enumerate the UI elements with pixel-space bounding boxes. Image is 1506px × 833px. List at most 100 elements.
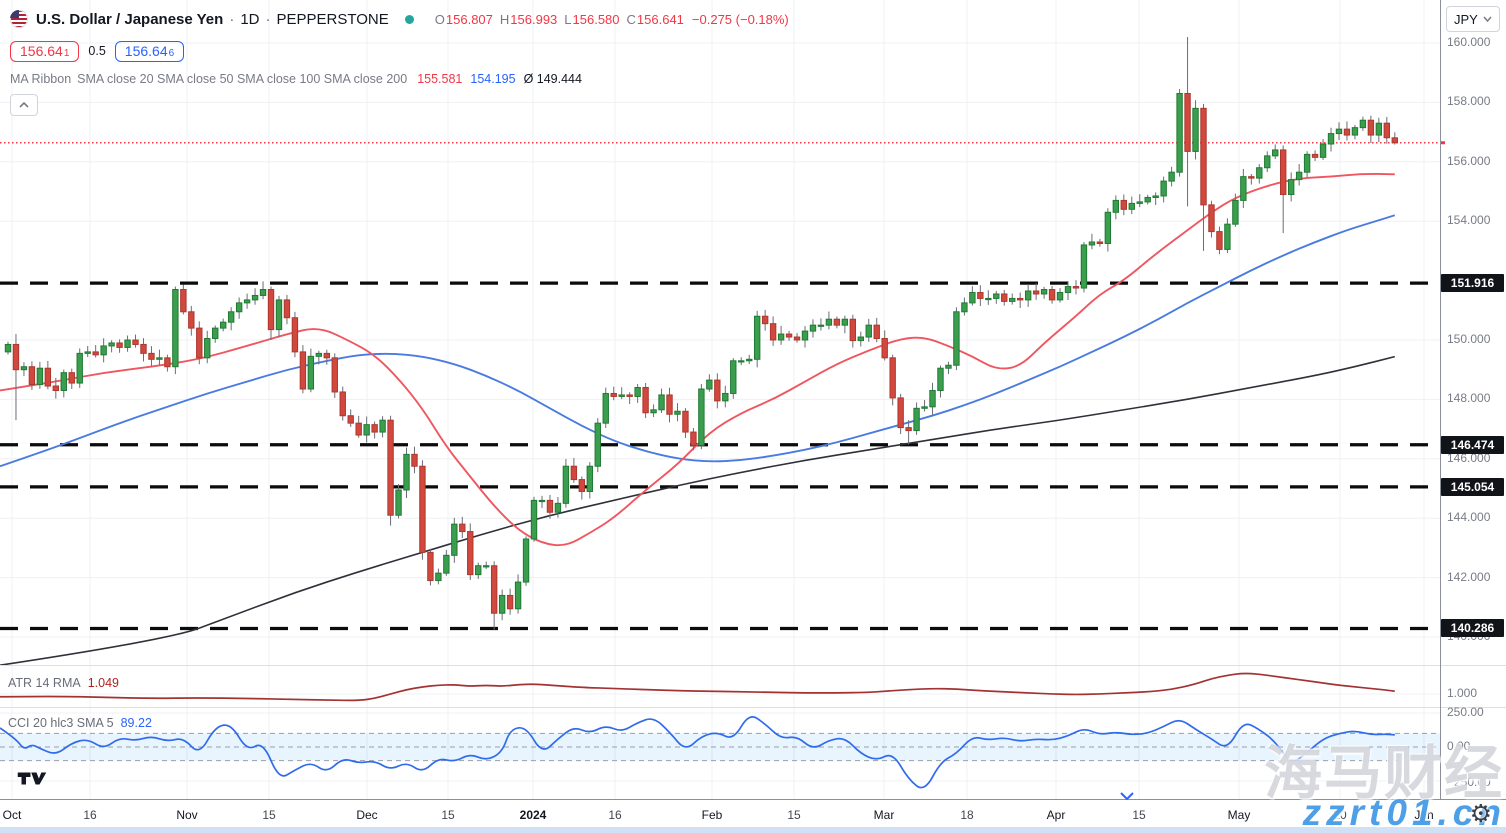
- candle[interactable]: [283, 299, 291, 319]
- candle[interactable]: [1152, 195, 1159, 198]
- candle[interactable]: [1359, 119, 1367, 129]
- candle[interactable]: [28, 366, 36, 386]
- candle[interactable]: [642, 387, 649, 414]
- candle[interactable]: [698, 388, 705, 446]
- candle[interactable]: [435, 572, 442, 582]
- candle[interactable]: [889, 357, 896, 399]
- candle[interactable]: [498, 594, 506, 614]
- candle[interactable]: [259, 289, 267, 296]
- candle[interactable]: [451, 523, 458, 556]
- candle[interactable]: [929, 389, 936, 408]
- candle[interactable]: [52, 385, 60, 391]
- candle[interactable]: [331, 357, 338, 393]
- candle[interactable]: [1256, 167, 1263, 179]
- candle[interactable]: [116, 342, 123, 348]
- candle[interactable]: [4, 343, 12, 353]
- candle[interactable]: [307, 355, 315, 390]
- candle[interactable]: [658, 394, 665, 411]
- candle[interactable]: [1064, 286, 1072, 293]
- candle[interactable]: [1248, 176, 1255, 179]
- candle[interactable]: [618, 394, 625, 397]
- candle[interactable]: [809, 324, 817, 332]
- candle[interactable]: [100, 345, 107, 356]
- candle[interactable]: [1383, 122, 1391, 139]
- candle[interactable]: [514, 581, 522, 610]
- candle[interactable]: [1303, 153, 1311, 173]
- candle[interactable]: [1112, 199, 1120, 213]
- currency-unit-button[interactable]: JPY: [1446, 6, 1500, 32]
- candles-layer[interactable]: [4, 37, 1398, 630]
- candle[interactable]: [1343, 128, 1351, 136]
- candle[interactable]: [554, 502, 562, 513]
- candle[interactable]: [1144, 196, 1151, 203]
- candle[interactable]: [865, 324, 872, 338]
- candle[interactable]: [746, 358, 753, 362]
- candle[interactable]: [586, 465, 594, 492]
- candle[interactable]: [108, 342, 115, 347]
- candle[interactable]: [443, 554, 450, 574]
- candle[interactable]: [140, 343, 147, 354]
- candle[interactable]: [1216, 231, 1223, 250]
- candle[interactable]: [993, 293, 1000, 299]
- candle[interactable]: [419, 465, 426, 553]
- candle[interactable]: [1176, 92, 1183, 173]
- candle[interactable]: [1327, 133, 1335, 145]
- cci-pane-legend[interactable]: CCI 20 hlc3 SMA 5 89.22: [8, 716, 152, 730]
- candle[interactable]: [1375, 122, 1383, 136]
- exchange-label[interactable]: PEPPERSTONE: [276, 10, 389, 28]
- candle[interactable]: [219, 321, 227, 329]
- candle[interactable]: [921, 406, 928, 409]
- candle[interactable]: [291, 317, 299, 353]
- candle[interactable]: [459, 523, 466, 533]
- bid-button[interactable]: 156.64 1: [10, 40, 80, 62]
- candle[interactable]: [76, 352, 83, 384]
- candle[interactable]: [379, 419, 386, 433]
- candle[interactable]: [610, 392, 617, 397]
- candle[interactable]: [674, 410, 681, 415]
- candle[interactable]: [825, 318, 833, 326]
- candle[interactable]: [387, 419, 394, 516]
- candle[interactable]: [570, 465, 578, 481]
- candle[interactable]: [227, 311, 235, 323]
- timeframe-label[interactable]: 1D: [240, 10, 260, 28]
- candle[interactable]: [44, 367, 52, 387]
- candle[interactable]: [985, 297, 992, 301]
- candle[interactable]: [1128, 202, 1135, 210]
- price-level-lines[interactable]: [0, 281, 1440, 631]
- candle[interactable]: [785, 333, 793, 338]
- candle[interactable]: [945, 364, 952, 369]
- candle[interactable]: [849, 318, 857, 342]
- candle[interactable]: [706, 379, 713, 390]
- candle[interactable]: [905, 427, 912, 432]
- candle[interactable]: [777, 333, 785, 341]
- candle[interactable]: [1072, 286, 1080, 289]
- candle[interactable]: [68, 372, 75, 384]
- candle[interactable]: [267, 289, 275, 331]
- candle[interactable]: [1096, 241, 1104, 244]
- candle[interactable]: [180, 289, 187, 313]
- candle[interactable]: [1272, 149, 1279, 157]
- candle[interactable]: [1311, 153, 1319, 158]
- candle[interactable]: [817, 324, 825, 327]
- candle[interactable]: [961, 302, 968, 313]
- candle[interactable]: [562, 465, 570, 504]
- candle[interactable]: [124, 339, 131, 348]
- candle[interactable]: [937, 367, 944, 391]
- candle[interactable]: [1280, 149, 1287, 195]
- candle[interactable]: [538, 499, 546, 503]
- candle[interactable]: [188, 311, 195, 329]
- candle[interactable]: [395, 489, 402, 516]
- candle[interactable]: [769, 323, 777, 341]
- candle[interactable]: [1295, 171, 1303, 181]
- candle[interactable]: [841, 318, 849, 326]
- candle[interactable]: [1319, 143, 1327, 158]
- candle[interactable]: [969, 291, 976, 304]
- candle[interactable]: [36, 367, 44, 386]
- candle[interactable]: [522, 538, 530, 583]
- candle[interactable]: [132, 339, 139, 345]
- candle[interactable]: [793, 336, 801, 341]
- candle[interactable]: [12, 343, 20, 371]
- candle[interactable]: [411, 453, 418, 467]
- candle[interactable]: [857, 336, 864, 342]
- candle[interactable]: [371, 424, 378, 433]
